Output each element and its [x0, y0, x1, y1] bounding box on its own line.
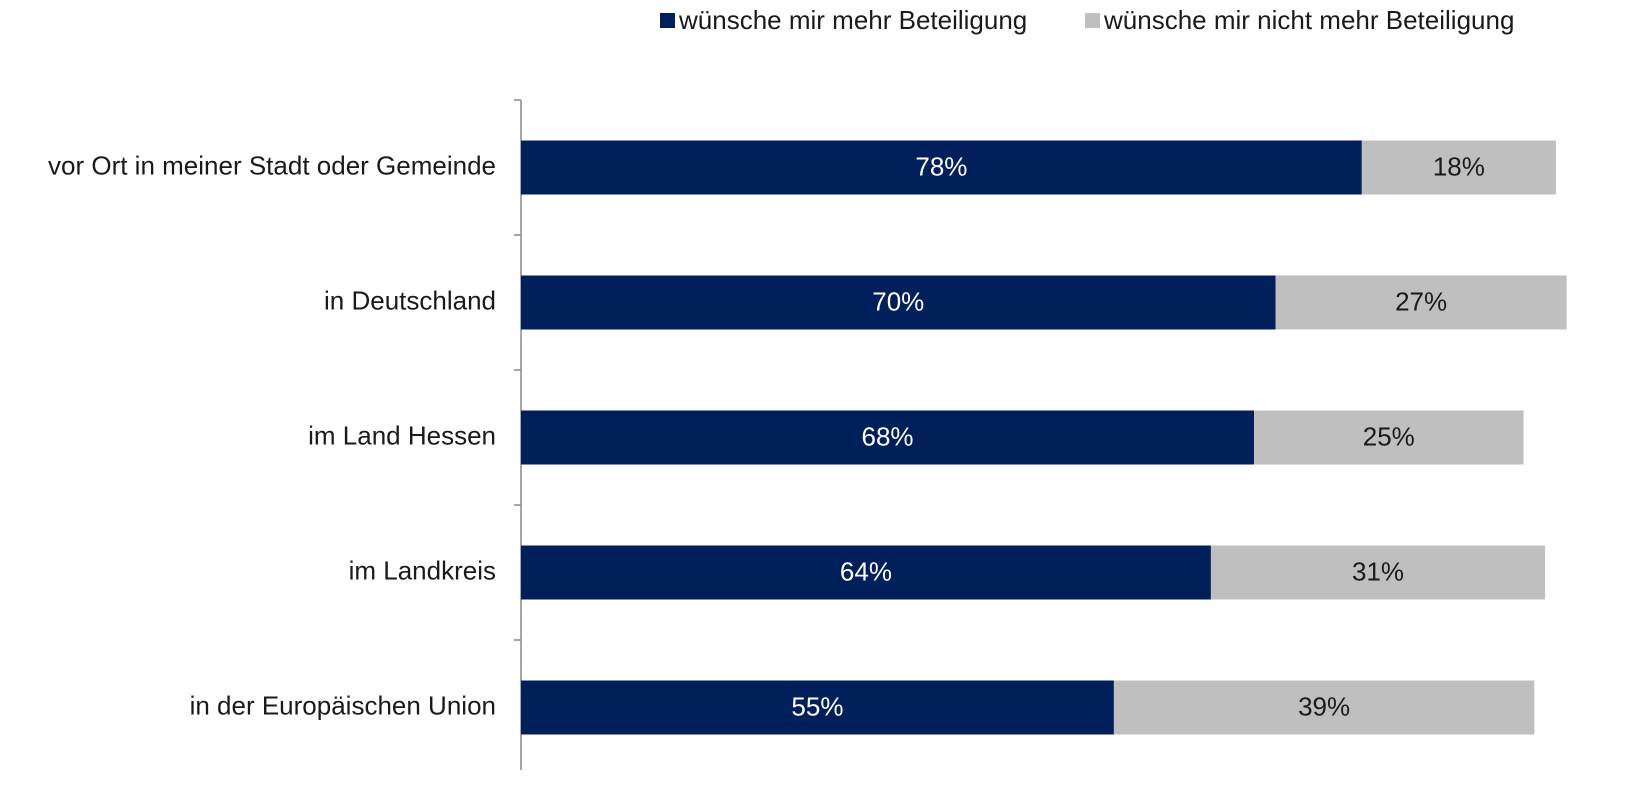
value-label: 55% — [791, 691, 843, 721]
value-label: 18% — [1433, 151, 1485, 181]
value-label: 64% — [840, 556, 892, 586]
bar-segment — [521, 275, 1276, 330]
value-label: 70% — [872, 286, 924, 316]
category-label: in Deutschland — [324, 285, 496, 315]
bar-segment — [1275, 275, 1567, 330]
bar-segment — [1210, 545, 1546, 600]
bar-segment — [1113, 680, 1535, 735]
legend-swatch — [660, 13, 675, 28]
value-label: 68% — [861, 421, 913, 451]
category-label: im Land Hessen — [308, 420, 496, 450]
bar-segment — [1361, 140, 1556, 195]
category-label: in der Europäischen Union — [190, 690, 496, 720]
legend-label: wünsche mir nicht mehr Beteiligung — [1103, 5, 1514, 35]
bar-segment — [521, 680, 1114, 735]
category-label: im Landkreis — [349, 555, 496, 585]
category-label: vor Ort in meiner Stadt oder Gemeinde — [48, 150, 496, 180]
bar-segment — [1254, 410, 1524, 465]
bar-segment — [521, 140, 1362, 195]
value-label: 31% — [1352, 556, 1404, 586]
value-label: 39% — [1298, 691, 1350, 721]
bar-segment — [521, 410, 1255, 465]
value-label: 78% — [915, 151, 967, 181]
value-label: 27% — [1395, 286, 1447, 316]
legend-label: wünsche mir mehr Beteiligung — [678, 5, 1027, 35]
bar-segment — [521, 545, 1211, 600]
legend-swatch — [1085, 13, 1100, 28]
value-label: 25% — [1363, 421, 1415, 451]
